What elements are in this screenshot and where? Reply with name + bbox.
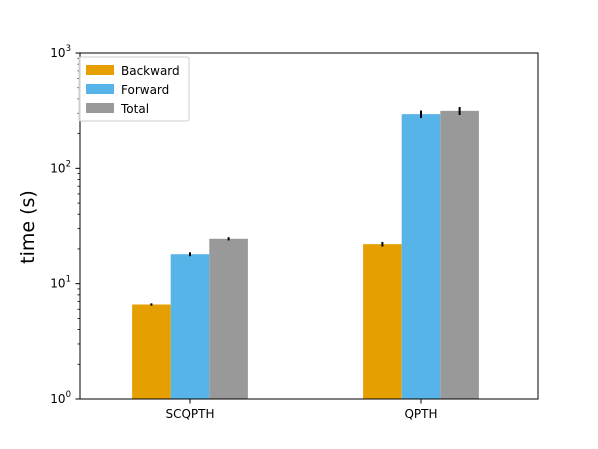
- x-tick-label-qpth: QPTH: [404, 407, 437, 421]
- bar-total-qpth: [440, 110, 479, 400]
- bar-forward-qpth: [401, 114, 441, 400]
- y-tick-label: 101: [50, 275, 71, 291]
- legend-label-total: Total: [120, 102, 149, 116]
- legend-swatch-backward: [86, 65, 114, 75]
- axes-layer: 100 101 102 103 SCQPTH QPTH: [50, 44, 539, 421]
- y-tick-label: 100: [50, 390, 71, 406]
- y-tick-label: 103: [50, 44, 71, 60]
- legend-label-forward: Forward: [121, 83, 169, 97]
- x-tick-label-scqpth: SCQPTH: [165, 407, 214, 421]
- bar-total-scqpth: [209, 238, 248, 399]
- plot-frame: [79, 52, 539, 400]
- legend-swatch-forward: [86, 84, 114, 94]
- legend: Backward Forward Total: [78, 56, 190, 122]
- bars-layer: [132, 110, 479, 400]
- bar-backward-scqpth: [132, 304, 171, 399]
- error-bars-layer: [150, 107, 461, 306]
- legend-swatch-total: [86, 103, 114, 113]
- legend-label-backward: Backward: [121, 64, 180, 78]
- y-tick-label: 102: [50, 159, 71, 175]
- y-axis-label: time (s): [17, 190, 39, 264]
- bar-forward-scqpth: [170, 254, 210, 399]
- bar-backward-qpth: [363, 244, 402, 399]
